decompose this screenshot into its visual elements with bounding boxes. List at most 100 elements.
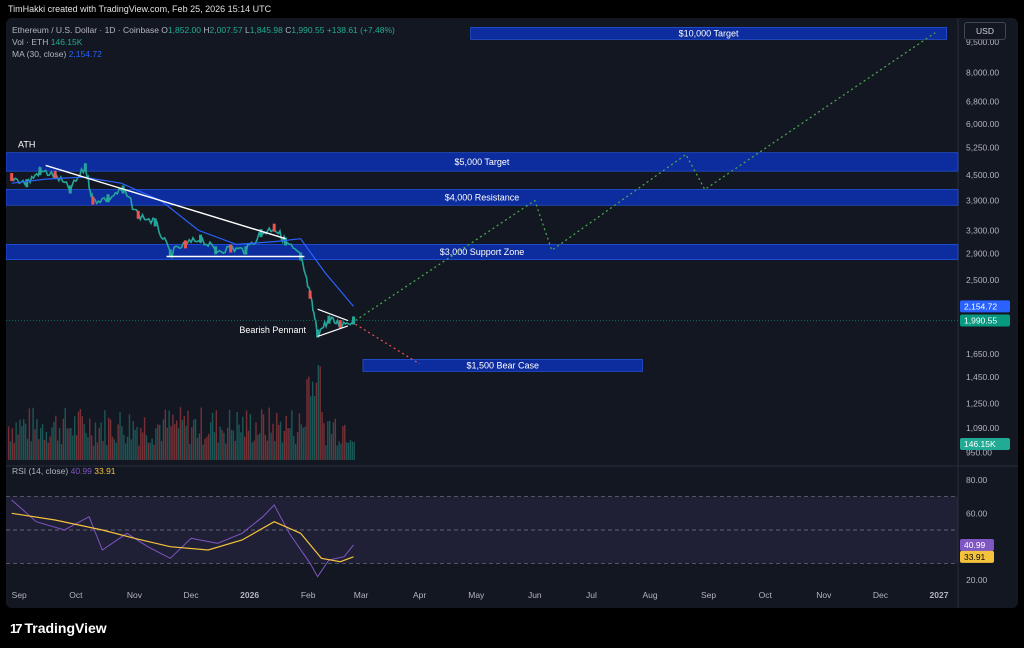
eth-price-point [338,320,342,329]
zone-label-2: $4,000 Resistance [445,192,520,202]
volume-bar [30,441,32,460]
eth-price-point [183,240,187,249]
volume-bar [113,439,116,460]
zone-label-3: $3,000 Support Zone [440,247,525,257]
volume-bar [36,419,38,460]
volume-bar [64,407,66,460]
volume-bar [296,432,299,460]
volume-bar [238,424,240,460]
volume-bar [338,441,340,460]
volume-bar [45,431,48,460]
volume-bar [328,420,331,460]
volume-bar [170,426,172,460]
volume-bar [240,432,242,460]
price-label-bg-2 [960,438,1010,450]
volume-bar [174,424,176,460]
price-chart[interactable]: $10,000 Target $5,000 Target $4,000 Resist… [6,18,1018,608]
legend-rsi-row: RSI (14, close) 40.99 33.91 [12,466,116,476]
legend-change: +138.61 (+7.48%) [326,25,395,35]
volume-bar [192,419,195,460]
volume-bar [287,428,289,460]
price-label-1: 1,990.55 [964,315,997,325]
currency-button[interactable]: USD [964,22,1006,40]
volume-bar [70,427,72,460]
volume-bar [53,421,55,460]
rsi-label-0: 40.99 [964,540,986,550]
eth-price-point [68,185,72,194]
volume-bar [187,410,189,460]
volume-bar [162,419,165,460]
volume-bar [38,439,40,460]
time-tick: Dec [873,590,889,600]
volume-bar [145,435,148,460]
time-tick: Oct [69,590,83,600]
volume-bar [245,410,248,460]
volume-bar [157,424,159,460]
volume-bar [211,412,214,460]
zone-0 [470,27,947,40]
volume-bar [317,365,320,460]
eth-price-point [136,210,140,219]
volume-bar [130,439,133,460]
eth-price-point [327,315,331,324]
volume-bar [77,411,80,460]
volume-bar [55,415,57,460]
volume-bar [89,418,91,460]
chart-frame[interactable]: $10,000 Target $5,000 Target $4,000 Resist… [6,18,1018,608]
legend-low: 1,845.98 [249,25,283,35]
volume-bar [134,429,136,460]
volume-bar [109,419,112,460]
volume-bar [21,426,23,460]
legend-rsi-label: RSI (14, close) [12,466,69,476]
descending-trendline [45,164,286,240]
volume-bar [7,426,10,460]
volume-bar [32,407,34,460]
volume-bar [315,382,318,460]
volume-bar [353,441,355,460]
rsi-label-bg-1 [960,550,994,563]
legend-rsi: 40.99 [70,466,92,476]
volume-bar [253,440,255,460]
eth-price-point [214,246,218,255]
time-tick: Jul [586,590,597,600]
volume-bar [243,436,246,460]
time-tick: 2027 [930,590,949,600]
volume-bar [132,421,134,460]
legend-volume-row: Vol · ETH 146.15K [12,37,82,47]
price-tick: 4,500.00 [966,170,999,180]
rsi-tick: 80.00 [966,475,988,485]
volume-bar [106,445,108,460]
volume-bar [319,366,321,460]
volume-bar [100,422,102,460]
volume-bar [177,428,180,460]
volume-bar [223,432,225,460]
volume-bar [264,434,267,460]
volume-bar [198,433,201,460]
time-tick: Oct [759,590,773,600]
volume-bar [158,424,161,460]
rsi-label-1: 33.91 [964,552,986,562]
eth-price-point [308,290,312,299]
volume-bar [257,434,259,460]
volume-bar [327,421,329,460]
volume-bar [94,422,97,460]
eth-price-point [53,171,57,180]
volume-bar [153,444,155,460]
volume-bar [141,432,144,460]
eth-price-point [284,237,288,246]
volume-bar [247,430,250,460]
eth-price-point [259,229,263,238]
eth-price-point [316,329,320,338]
volume-bar [313,396,316,460]
volume-bar [83,423,85,460]
time-tick: Apr [413,590,426,600]
volume-bar [236,411,238,460]
tradingview-logo[interactable]: 17 TradingView [10,620,107,636]
volume-bar [255,422,257,460]
time-tick: Mar [354,590,369,600]
volume-bar [340,443,342,460]
volume-bar [126,436,129,460]
volume-bar [289,428,291,460]
volume-bar [283,430,286,460]
legend-symbol-row: Ethereum / U.S. Dollar · 1D · Coinbase O… [12,25,395,35]
